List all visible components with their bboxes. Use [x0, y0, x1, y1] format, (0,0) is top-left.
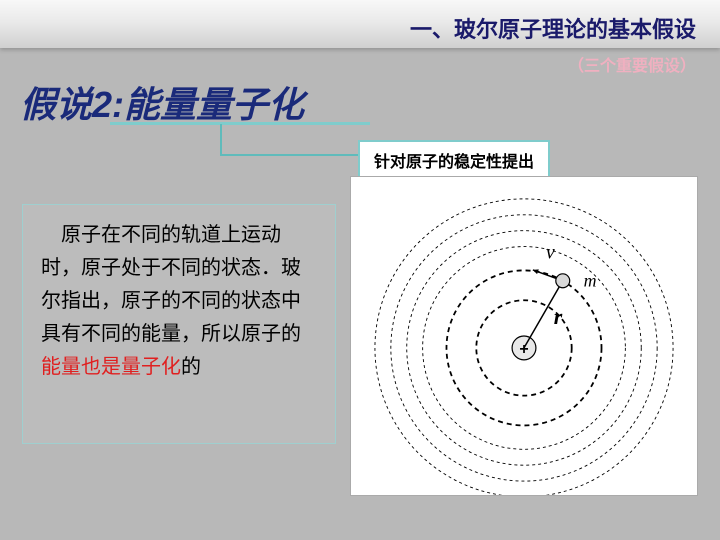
callout-box: 针对原子的稳定性提出 — [358, 140, 550, 180]
body-text-box: 原子在不同的轨道上运动时，原子处于不同的状态．玻尔指出，原子的不同的状态中具有不… — [22, 204, 336, 444]
header-subtitle: （三个重要假设） — [568, 52, 696, 76]
orbit-svg: + vmr — [351, 177, 697, 495]
svg-text:v: v — [546, 241, 555, 263]
connector-h — [220, 154, 360, 156]
svg-text:m: m — [584, 270, 597, 290]
body-text-2: 的 — [181, 356, 201, 378]
connector-v — [220, 124, 222, 154]
orbit-diagram: + vmr — [350, 176, 698, 496]
section-title: 一、玻尔原子理论的基本假设 — [410, 12, 696, 44]
body-text-red: 能量也是量子化 — [41, 356, 181, 378]
main-title: 假说2:能量量子化 — [20, 76, 304, 128]
svg-text:r: r — [554, 305, 563, 329]
body-text-1: 原子在不同的轨道上运动时，原子处于不同的状态．玻尔指出，原子的不同的状态中具有不… — [41, 224, 301, 345]
title-underline — [110, 122, 370, 125]
